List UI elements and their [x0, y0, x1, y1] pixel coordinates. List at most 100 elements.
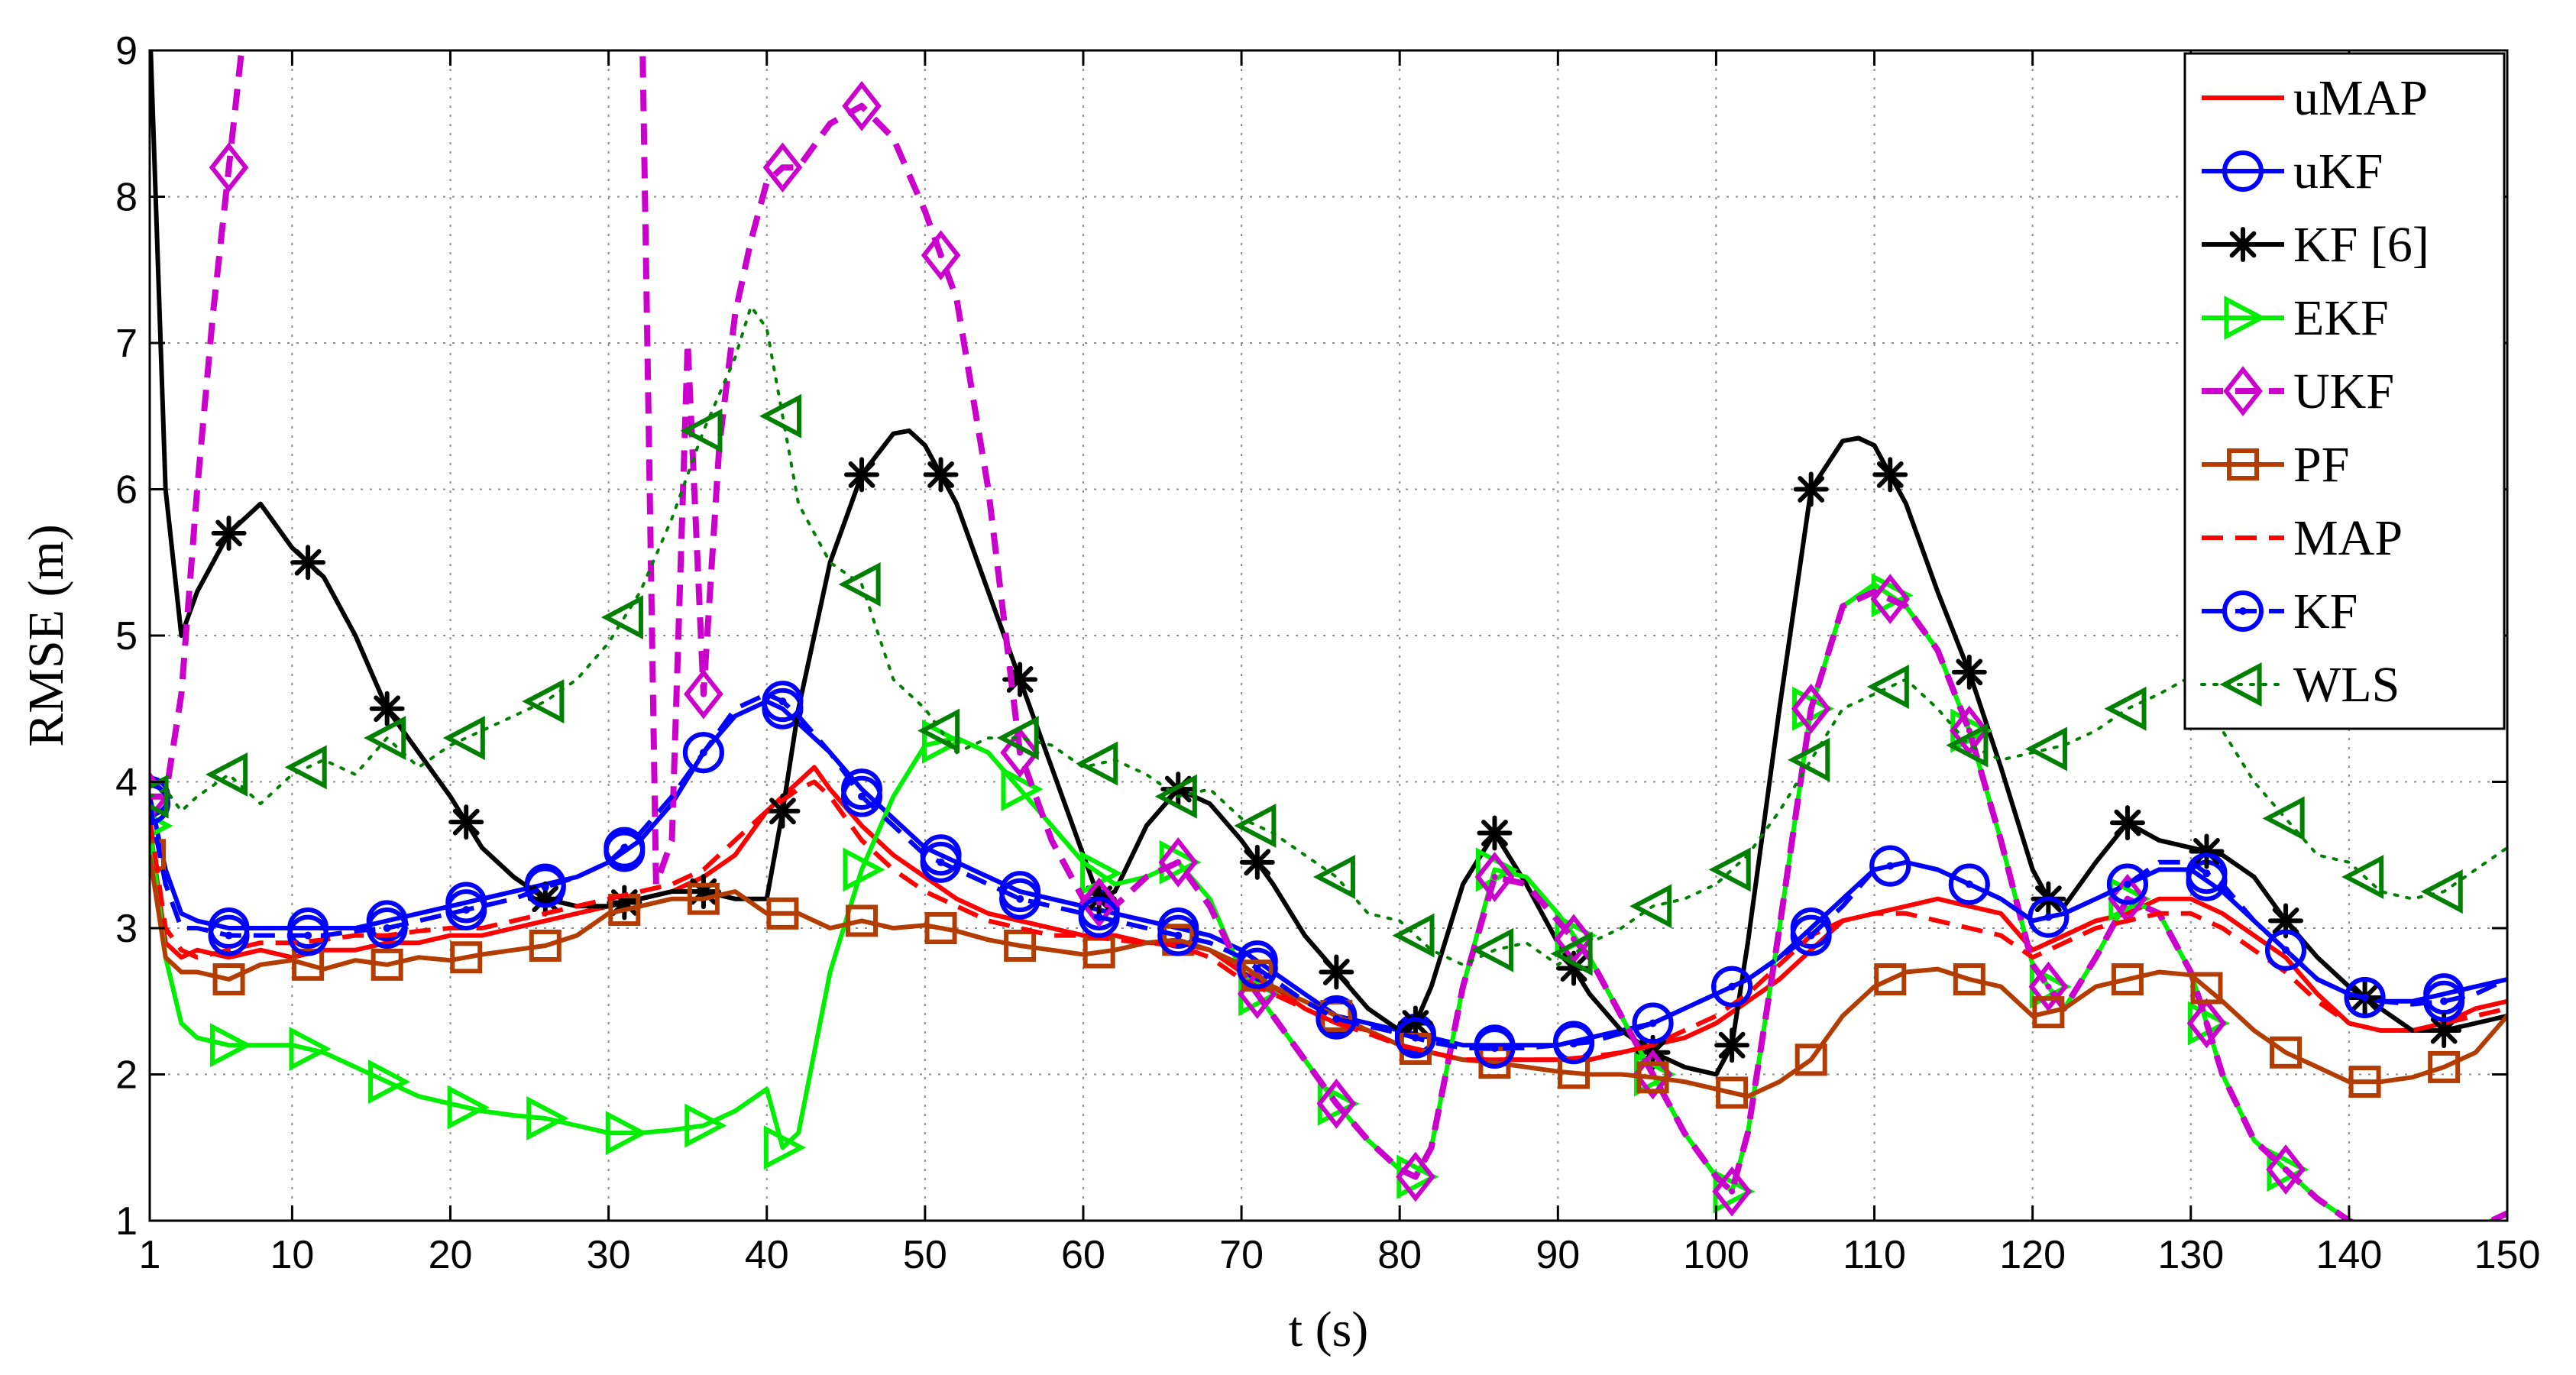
marker-ukf-shape [1474, 852, 1515, 902]
marker-kf-6-stroke [1718, 1031, 1746, 1059]
x-tick-label: 1 [139, 1233, 161, 1277]
legend-entry-umap: uMAP [2202, 70, 2428, 126]
marker-kf [208, 914, 250, 956]
marker-wls [759, 393, 802, 438]
marker-kf-dot [2440, 997, 2448, 1005]
marker-kf-6-stroke [1481, 820, 1508, 846]
marker-ukf [1791, 683, 1831, 734]
marker-wls [1312, 855, 1355, 899]
marker-ukf [1316, 1078, 1357, 1129]
marker-kf [1236, 947, 1278, 989]
marker-ukf-dot [779, 164, 786, 171]
x-tick-label: 70 [1219, 1233, 1264, 1277]
legend-marker-kf-ring [2222, 590, 2264, 632]
marker-wls [1708, 847, 1751, 892]
marker-wls [1392, 913, 1435, 958]
marker-wls [1946, 723, 1989, 768]
marker-kf [1553, 1023, 1595, 1065]
marker-kf-dot [858, 792, 866, 801]
series-line-umap [150, 765, 2507, 1063]
legend-entry-ukf: UKF [2202, 364, 2394, 419]
marker-wls [996, 716, 1039, 761]
series-layer [150, 50, 2507, 1221]
marker-kf-ring [2344, 976, 2386, 1018]
marker-pf [2111, 963, 2144, 996]
series-line-pf [150, 854, 2507, 1099]
marker-kf [1948, 863, 1990, 905]
marker-wls [600, 595, 643, 640]
marker-ukf-shape [1079, 877, 1119, 928]
marker-kf [2106, 863, 2148, 905]
legend-marker-kf-6-stroke [2229, 231, 2257, 258]
marker-wls [1550, 931, 1593, 976]
marker-wls [680, 408, 723, 453]
marker-kf-6-stroke [2272, 907, 2299, 934]
marker-kf-ring [2186, 852, 2228, 895]
marker-kf-ring [1394, 1017, 1436, 1059]
x-tick-label: 130 [2157, 1233, 2224, 1277]
x-tick-label: 10 [270, 1233, 314, 1277]
marker-ekf [1001, 767, 1044, 812]
marker-ekf [763, 1125, 806, 1170]
marker-kf-ring [604, 827, 646, 869]
marker-pf [2032, 996, 2065, 1029]
marker-kf [1869, 845, 1911, 887]
marker-pf [529, 929, 561, 962]
y-tick-label: 8 [115, 176, 138, 220]
marker-ukf [2186, 998, 2227, 1049]
series-line-kf [150, 691, 2507, 1050]
marker-ukf-shape [2028, 961, 2069, 1012]
marker-ukf [2028, 961, 2069, 1012]
marker-ukf-shape [1237, 969, 1277, 1020]
marker-ukf-shape [1791, 683, 1831, 734]
marker-kf-6 [923, 457, 959, 493]
marker-pf [371, 948, 403, 981]
marker-ukf-dot [225, 164, 232, 171]
marker-kf [604, 827, 646, 869]
marker-ukf-shape [1712, 1166, 1752, 1217]
marker-wls [1788, 737, 1830, 782]
marker-pf [2348, 1066, 2381, 1098]
marker-ukf-shape [1554, 914, 1594, 965]
axis-ticks: 1 10 20 30 40 50 60 70 80 90 100 110 120 130 140 150123… [115, 29, 2540, 1277]
marker-kf-dot [1253, 964, 1261, 972]
marker-pf [1794, 1043, 1827, 1076]
x-tick-label: 30 [587, 1233, 631, 1277]
marker-kf-6-stroke [1798, 476, 1825, 503]
marker-kf-ring [1948, 863, 1990, 905]
marker-ukf-dot [1887, 596, 1894, 603]
marker-kf-6 [2109, 805, 2145, 841]
legend-label-map: MAP [2293, 510, 2403, 566]
marker-ukf [842, 80, 882, 131]
marker-kf-ring [366, 907, 408, 949]
marker-kf-6 [1239, 844, 1275, 880]
marker-ukf-dot [859, 102, 866, 109]
marker-kf-dot [1965, 880, 1973, 888]
marker-kf-6-stroke [1244, 849, 1271, 876]
x-axis-title: t (s) [1289, 1302, 1368, 1357]
marker-wls [917, 708, 960, 753]
marker-pf [766, 897, 799, 930]
x-tick-label: 50 [903, 1233, 947, 1277]
legend-marker-ukf [2223, 366, 2263, 416]
marker-ukf-dot [2045, 983, 2052, 990]
marker-ukf [1712, 1166, 1752, 1217]
marker-kf-dot [2282, 946, 2290, 954]
marker-kf [841, 775, 883, 817]
marker-ukf-shape [1633, 1049, 1673, 1100]
marker-kf [2027, 896, 2070, 938]
marker-kf [1078, 896, 1120, 938]
legend-entry-kf: KF [2202, 584, 2358, 639]
marker-kf [1316, 998, 1358, 1040]
marker-kf [762, 681, 804, 723]
marker-kf-dot [2361, 993, 2369, 1001]
marker-ukf-shape [762, 142, 803, 193]
marker-kf-dot [304, 931, 312, 940]
marker-pf [2190, 972, 2223, 1005]
marker-pf [212, 963, 245, 996]
marker-ukf-shape [1000, 727, 1040, 778]
marker-kf-6-stroke [769, 798, 796, 825]
marker-kf-ring [208, 914, 250, 956]
marker-kf-6-stroke [452, 808, 480, 836]
marker-kf-6-stroke [215, 519, 242, 547]
